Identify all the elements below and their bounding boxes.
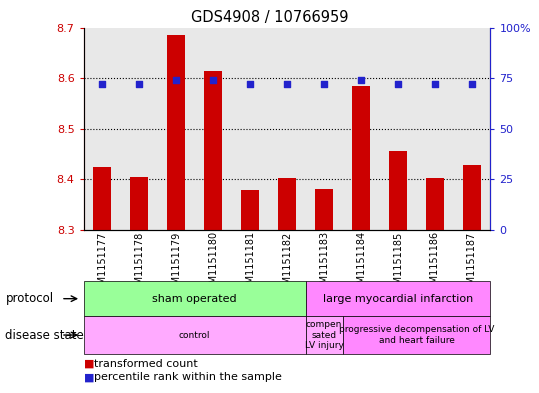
Text: percentile rank within the sample: percentile rank within the sample bbox=[94, 372, 282, 382]
Text: GDS4908 / 10766959: GDS4908 / 10766959 bbox=[191, 10, 348, 25]
Bar bbox=[278, 178, 296, 230]
Point bbox=[172, 77, 181, 83]
Point bbox=[357, 77, 365, 83]
Bar bbox=[204, 70, 222, 230]
Point bbox=[209, 77, 217, 83]
Bar bbox=[130, 177, 148, 230]
Bar bbox=[463, 165, 481, 230]
Bar bbox=[167, 35, 185, 230]
Bar bbox=[426, 178, 444, 230]
Point bbox=[320, 81, 328, 87]
Bar bbox=[389, 151, 407, 230]
Text: control: control bbox=[179, 331, 210, 340]
Point bbox=[135, 81, 143, 87]
Text: disease state: disease state bbox=[5, 329, 84, 342]
Point bbox=[98, 81, 106, 87]
Point bbox=[393, 81, 402, 87]
Bar bbox=[352, 86, 370, 230]
Point bbox=[246, 81, 254, 87]
Bar bbox=[241, 191, 259, 230]
Text: protocol: protocol bbox=[5, 292, 53, 305]
Text: large myocardial infarction: large myocardial infarction bbox=[323, 294, 473, 304]
Text: ■: ■ bbox=[84, 372, 98, 382]
Bar bbox=[315, 189, 333, 230]
Text: compen
sated
LV injury: compen sated LV injury bbox=[305, 320, 343, 350]
Point bbox=[431, 81, 439, 87]
Text: sham operated: sham operated bbox=[152, 294, 237, 304]
Text: progressive decompensation of LV
and heart failure: progressive decompensation of LV and hea… bbox=[339, 325, 494, 345]
Point bbox=[468, 81, 476, 87]
Text: transformed count: transformed count bbox=[94, 358, 198, 369]
Text: ■: ■ bbox=[84, 358, 98, 369]
Point bbox=[282, 81, 291, 87]
Bar bbox=[93, 167, 111, 230]
